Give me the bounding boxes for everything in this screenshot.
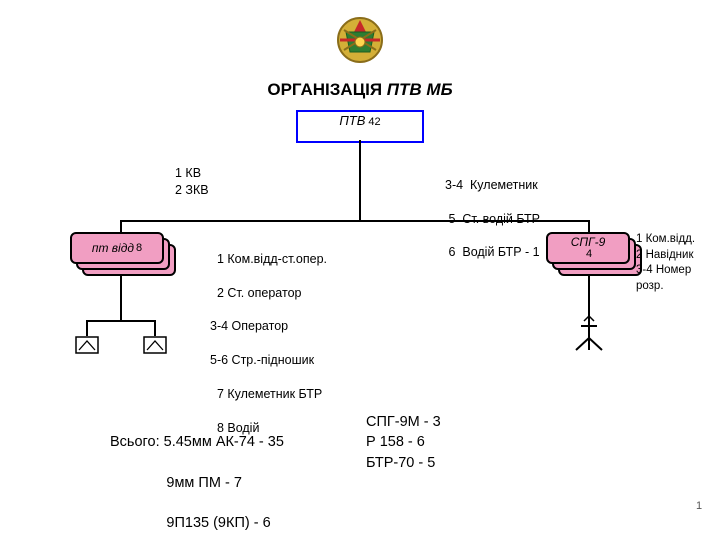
left-stack-label: пт відд xyxy=(92,241,134,255)
left-stack-front: пт відд 8 xyxy=(70,232,164,264)
left-stack-num: 8 xyxy=(136,242,142,254)
connector xyxy=(154,320,156,336)
root-number: 42 xyxy=(368,116,380,128)
title-italic: ПТВ МБ xyxy=(387,80,453,99)
connector xyxy=(120,220,590,222)
unit-symbol-icon xyxy=(143,336,167,358)
root-label: ПТВ xyxy=(339,113,365,128)
root-node: ПТВ 42 xyxy=(296,110,424,143)
connector xyxy=(588,274,590,320)
connector xyxy=(120,274,122,320)
right-detail-list: 1 Ком.відд. 2 Навідник 3-4 Номер розр. xyxy=(636,232,720,294)
right-stack-label: СПГ-9 xyxy=(571,236,606,249)
title-prefix: ОРГАНІЗАЦІЯ xyxy=(267,80,386,99)
connector xyxy=(86,320,156,322)
emblem-icon xyxy=(332,12,388,68)
connector xyxy=(359,140,361,220)
right-stack-front: СПГ-9 4 xyxy=(546,232,630,264)
page-title: ОРГАНІЗАЦІЯ ПТВ МБ xyxy=(0,80,720,100)
totals-col2: СПГ-9М - 3 Р 158 - 6 БТР-70 - 5 xyxy=(366,412,441,473)
left-personnel-list: 1 КВ 2 ЗКВ xyxy=(175,165,209,199)
right-stack-num: 4 xyxy=(573,249,606,261)
totals-col1: Всього: 5.45мм АК-74 - 35 9мм ПМ - 7 9П1… xyxy=(110,412,284,540)
unit-symbol-icon xyxy=(75,336,99,358)
weapon-symbol-icon xyxy=(572,316,606,354)
connector xyxy=(86,320,88,336)
page-number: 1 xyxy=(696,500,702,512)
